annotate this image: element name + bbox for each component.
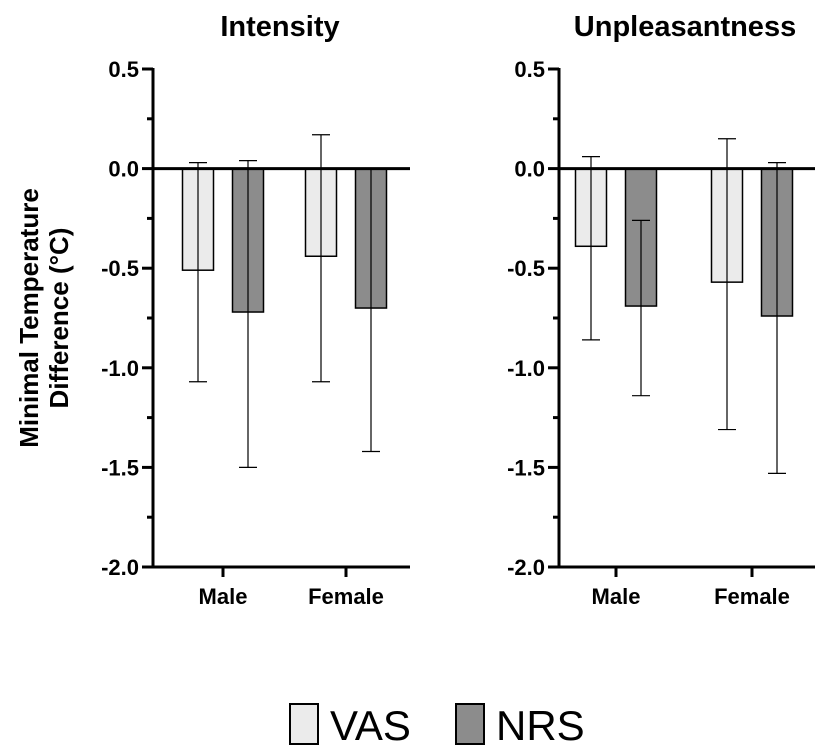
x-category-label: Female (714, 584, 790, 609)
legend-label-nrs: NRS (496, 702, 585, 748)
x-category-label: Male (199, 584, 248, 609)
y-tick-label: 0.5 (108, 57, 139, 82)
x-category-label: Female (308, 584, 384, 609)
panel-unpleasantness: Unpleasantness 0.5 0.0 -0.5 -1.0 -1.5 -2.0 Male… (507, 11, 815, 609)
y-tick-label: -2.0 (101, 555, 139, 580)
panel-intensity: Intensity 0.5 0.0 -0.5 -1.0 -1.5 -2.0 Male Femal… (101, 11, 410, 609)
y-tick-label: -2.0 (507, 555, 545, 580)
y-tick-label: 0.5 (514, 57, 545, 82)
panel-title: Unpleasantness (574, 11, 796, 43)
legend-swatch-vas (289, 703, 319, 745)
y-axis-title-line-2: Difference (°C) (44, 228, 74, 409)
y-axis-title: Minimal Temperature Difference (°C) (14, 188, 74, 448)
legend-swatch-nrs (455, 703, 485, 745)
y-tick-label: 0.0 (108, 157, 139, 182)
y-tick-label: 0.0 (514, 157, 545, 182)
y-tick-label: -1.5 (507, 455, 545, 480)
y-axis-title-line-1: Minimal Temperature (14, 188, 44, 448)
y-tick-label: -0.5 (507, 256, 545, 281)
legend-label-vas: VAS (330, 702, 411, 748)
panel-title: Intensity (220, 11, 339, 43)
x-category-label: Male (592, 584, 641, 609)
y-tick-label: -1.0 (507, 356, 545, 381)
y-tick-label: -0.5 (101, 256, 139, 281)
legend: VAS NRS (289, 702, 585, 748)
y-tick-label: -1.5 (101, 455, 139, 480)
y-tick-label: -1.0 (101, 356, 139, 381)
